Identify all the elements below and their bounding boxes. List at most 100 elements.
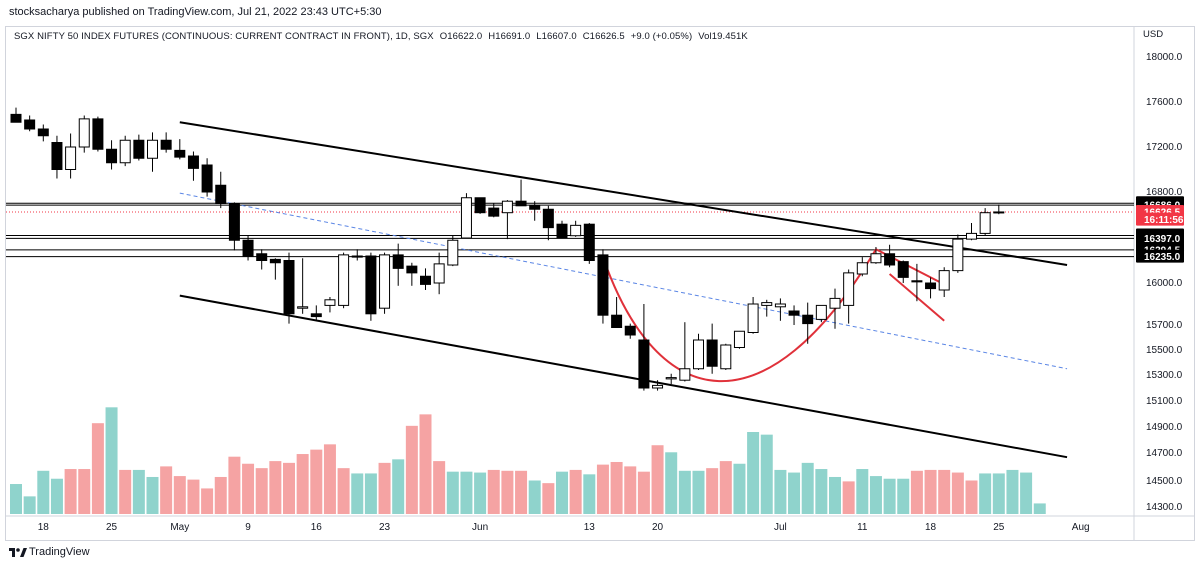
bear-candle [51,142,63,170]
y-tick-label: 15500.0 [1146,345,1183,356]
price-tag-label: 16235.0 [1144,252,1181,263]
chart-frame [5,26,1195,541]
bear-candle [24,119,36,130]
bull-candle [297,306,309,309]
bear-candle [474,197,486,214]
y-tick-label: 15300.0 [1146,370,1183,381]
bear-candle [133,139,145,159]
volume-bar [883,478,896,514]
bull-candle [966,232,977,240]
volume-bar [337,468,350,514]
bear-candle [351,255,363,258]
volume-bar [651,445,664,514]
volume-bar [474,472,487,514]
volume-bar [856,469,869,514]
bear-candle [228,203,240,241]
legend-open: O16622.0 [439,31,483,42]
volume-bar [842,481,855,514]
bear-candle [310,313,322,318]
volume-bar [951,472,964,514]
bear-candle [92,118,104,150]
volume-bar [146,476,159,514]
bear-candle [802,314,814,325]
volume-bar [78,469,91,514]
volume-bar [542,483,555,514]
volume-bar [965,480,978,514]
bear-candle [542,208,554,229]
bull-candle [447,239,459,266]
bull-candle [338,254,350,306]
lower-channel-line [179,294,1068,459]
price-tag-box [1136,249,1184,263]
bull-candle [843,272,855,306]
volume-bar [801,462,814,514]
x-tick-label: Aug [1072,522,1090,533]
volume-bar [610,461,623,514]
bear-candle [160,139,172,150]
y-tick-label: 14700.0 [1146,448,1183,459]
volume-bar [10,484,22,514]
bear-candle [365,255,377,315]
volume-bar [310,449,323,514]
bear-candle [638,339,650,389]
bear-candle [10,113,22,123]
volume-bar [364,473,377,514]
volume-bar [938,469,951,514]
bull-candle [733,330,745,348]
volume-bar [678,470,691,514]
bear-candle [884,253,896,266]
volume-bar [829,476,841,514]
bull-candle [870,253,882,264]
x-tick-label: Jul [774,522,787,533]
volume-bar [23,496,36,514]
x-tick-label: 13 [584,522,596,533]
bull-candle [147,139,158,159]
volume-bar [501,470,514,514]
volume-bar [992,473,1005,514]
volume-bar [242,463,255,514]
y-tick-label: 18000.0 [1146,52,1183,63]
bear-candle [256,253,268,261]
volume-bar [283,462,295,514]
volume-bar [515,470,528,514]
volume-bar [460,471,473,514]
volume-bar [897,478,910,514]
volume-bar [37,470,50,514]
bull-candle [78,118,90,148]
bear-candle [201,164,213,193]
bear-candle [583,223,595,261]
bear-candle [37,128,49,137]
bear-candle [706,339,718,367]
price-tag-box [1136,231,1184,245]
bear-candle [925,282,937,290]
bear-candle [420,275,431,285]
volume-bar [760,434,773,514]
legend-volume: Vol19.451K [698,31,748,42]
volume-bar [173,476,186,514]
volume-bar [446,471,459,514]
bear-candle [897,261,909,278]
publisher-banner: stocksacharya published on TradingView.c… [0,0,1200,26]
volume-bar [105,407,118,514]
bear-candle [174,149,186,158]
volume-bar [132,469,145,514]
volume-bar [637,471,650,514]
bull-candle [856,262,868,275]
volume-bar [405,425,418,514]
volume-bar [719,461,732,514]
tradingview-logo-icon [9,548,27,557]
volume-bar [733,463,746,514]
volume-bar [747,432,760,514]
bear-candle [788,310,800,316]
bear-candle [283,260,295,315]
cup-curve [602,248,877,383]
bull-candle [433,263,445,284]
volume-bar [255,468,268,514]
volume-bar [419,414,432,514]
volume-bar [269,461,282,514]
bull-candle [720,344,732,370]
bull-candle [938,270,950,291]
price-tag-box [1136,212,1184,226]
bear-candle [911,280,923,283]
